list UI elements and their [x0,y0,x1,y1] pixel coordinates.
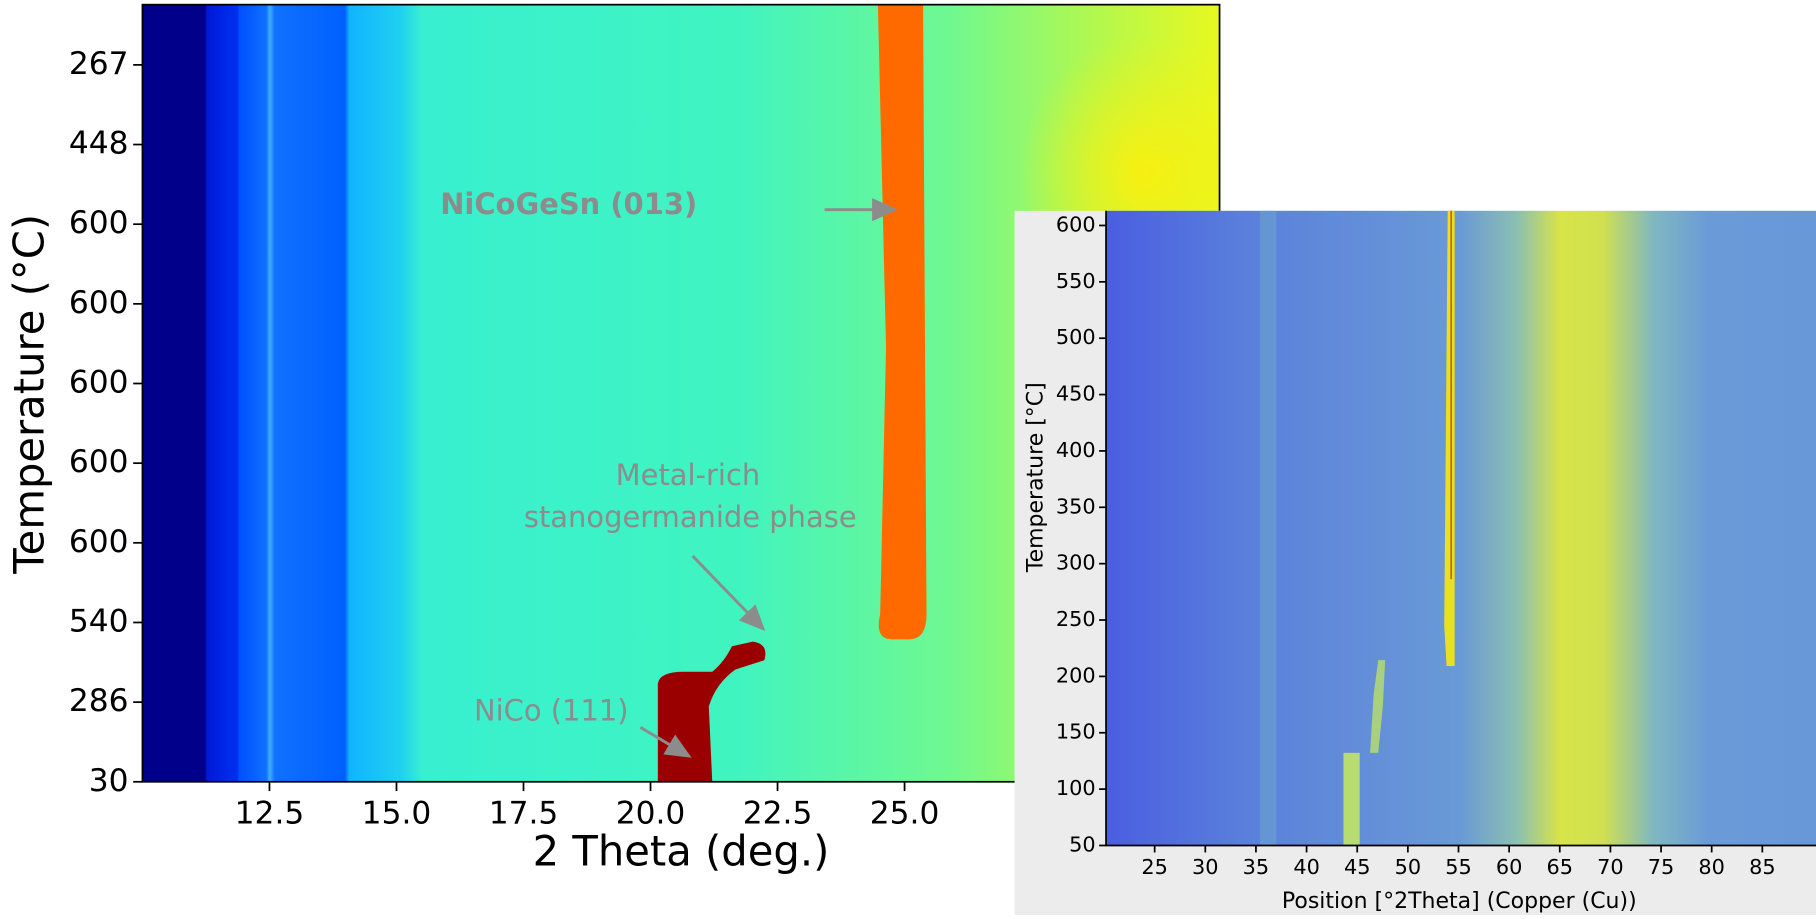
y-tick-label: 150 [1056,720,1096,744]
x-tick-label: 40 [1293,855,1320,879]
y-tick-label: 50 [1069,832,1096,856]
y-axis-label: Temperature [°C] [1024,382,1049,573]
x-tick-label: 25 [1141,855,1168,879]
x-axis-label: 2 Theta (deg.) [533,827,830,876]
x-tick-label: 55 [1445,855,1472,879]
y-tick-label: 100 [1056,776,1096,800]
annotation: NiCo (111) [474,693,629,727]
annotation: stanogermanide phase [524,500,857,534]
x-tick-label: 45 [1344,855,1371,879]
annotation: Metal-rich [616,458,761,492]
x-tick-label: 20.0 [616,796,686,832]
x-tick-label: 12.5 [235,796,305,832]
y-tick-label: 30 [89,763,129,799]
y-tick-label: 600 [69,444,129,480]
x-axis-label: Position [°2Theta] (Copper (Cu)) [1282,889,1637,914]
x-tick-label: 65 [1547,855,1574,879]
y-tick-label: 500 [1056,325,1096,349]
y-tick-label: 600 [69,205,129,241]
y-tick-label: 540 [69,603,129,639]
y-tick-label: 267 [69,46,129,82]
y-tick-label: 400 [1056,438,1096,462]
arrow [691,554,766,631]
x-tick-label: 30 [1192,855,1219,879]
y-tick-label: 350 [1056,494,1096,518]
x-tick-label: 75 [1648,855,1675,879]
y-tick-label: 550 [1056,269,1096,293]
y-tick-label: 300 [1056,551,1096,575]
x-tick-label: 70 [1597,855,1624,879]
heatmap [1106,210,1816,846]
x-tick-label: 25.0 [870,796,940,832]
y-tick-label: 200 [1056,663,1096,687]
x-tick-label: 50 [1395,855,1422,879]
x-tick-label: 80 [1698,855,1725,879]
y-tick-label: 600 [69,524,129,560]
inset-chart: Position [°2Theta] (Copper (Cu)) Tempera… [1014,210,1816,915]
y-tick-label: 600 [69,365,129,401]
x-tick-label: 22.5 [743,796,813,832]
x-tick-label: 85 [1749,855,1776,879]
arrow [639,726,692,758]
annotation: NiCoGeSn (013) [440,187,697,221]
x-tick-label: 17.5 [489,796,559,832]
x-tick-label: 15.0 [362,796,432,832]
y-tick-label: 600 [1056,212,1096,236]
x-tick-label: 60 [1496,855,1523,879]
y-axis-label: Temperature (°C) [4,214,53,575]
y-tick-label: 600 [69,285,129,321]
y-tick-label: 450 [1056,382,1096,406]
y-tick-label: 250 [1056,607,1096,631]
y-tick-label: 448 [69,126,129,162]
y-tick-label: 286 [69,683,129,719]
x-tick-label: 35 [1243,855,1270,879]
